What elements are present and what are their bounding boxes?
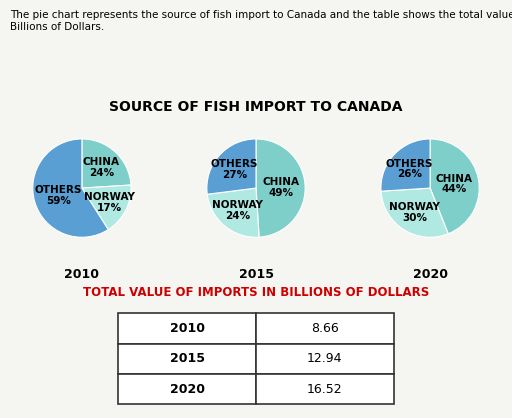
Text: NORWAY: NORWAY <box>83 192 135 202</box>
Bar <box>256 314 394 344</box>
Text: 59%: 59% <box>46 196 71 206</box>
Text: 2020: 2020 <box>413 268 447 280</box>
Bar <box>256 374 394 405</box>
Wedge shape <box>33 139 108 237</box>
Text: SOURCE OF FISH IMPORT TO CANADA: SOURCE OF FISH IMPORT TO CANADA <box>109 100 403 114</box>
Text: CHINA: CHINA <box>262 177 299 187</box>
Text: OTHERS: OTHERS <box>211 159 258 169</box>
Wedge shape <box>256 139 305 237</box>
Bar <box>118 344 256 374</box>
Wedge shape <box>82 139 131 188</box>
Text: 24%: 24% <box>89 168 114 178</box>
Text: 2010: 2010 <box>169 322 205 335</box>
Text: 30%: 30% <box>402 213 428 223</box>
Text: The pie chart represents the source of fish import to Canada and the table shows: The pie chart represents the source of f… <box>10 10 512 32</box>
Wedge shape <box>381 139 430 191</box>
Text: 26%: 26% <box>397 169 422 179</box>
Wedge shape <box>430 139 479 234</box>
Text: 49%: 49% <box>268 188 293 198</box>
Bar <box>256 344 394 374</box>
Text: 12.94: 12.94 <box>307 352 343 365</box>
Text: CHINA: CHINA <box>83 158 120 167</box>
Text: 24%: 24% <box>225 211 250 221</box>
Text: CHINA: CHINA <box>436 173 473 184</box>
Text: 2015: 2015 <box>169 352 205 365</box>
Bar <box>118 374 256 405</box>
Text: 16.52: 16.52 <box>307 383 343 396</box>
Text: NORWAY: NORWAY <box>212 200 263 210</box>
Text: NORWAY: NORWAY <box>389 202 440 212</box>
Text: OTHERS: OTHERS <box>35 185 82 195</box>
Text: 27%: 27% <box>222 170 247 180</box>
Text: 17%: 17% <box>96 203 122 213</box>
Bar <box>118 314 256 344</box>
Text: OTHERS: OTHERS <box>386 159 433 169</box>
Text: 8.66: 8.66 <box>311 322 338 335</box>
Wedge shape <box>207 139 256 194</box>
Text: 2020: 2020 <box>169 383 205 396</box>
Text: TOTAL VALUE OF IMPORTS IN BILLIONS OF DOLLARS: TOTAL VALUE OF IMPORTS IN BILLIONS OF DO… <box>83 286 429 299</box>
Wedge shape <box>82 185 131 229</box>
Wedge shape <box>207 188 259 237</box>
Text: 44%: 44% <box>441 184 467 194</box>
Text: 2015: 2015 <box>239 268 273 280</box>
Text: 2010: 2010 <box>65 268 99 280</box>
Wedge shape <box>381 188 448 237</box>
